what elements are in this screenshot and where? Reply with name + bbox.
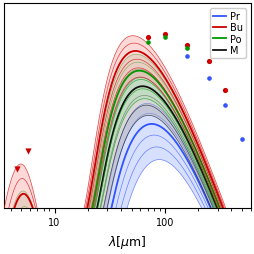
Pr — [153, 123, 156, 126]
Po — [153, 78, 156, 81]
Po — [137, 70, 140, 73]
Line: Bu: Bu — [4, 52, 251, 254]
M — [216, 210, 219, 213]
Pr — [146, 123, 149, 126]
Bu — [3, 252, 6, 254]
Point — [206, 76, 210, 81]
Point — [15, 167, 19, 171]
Point — [162, 36, 166, 40]
Po — [216, 203, 219, 206]
Bu — [134, 50, 137, 53]
Bu — [161, 73, 164, 76]
Bu — [216, 194, 219, 197]
Pr — [190, 169, 194, 172]
Po — [161, 87, 164, 90]
Po — [147, 73, 150, 76]
Point — [239, 138, 243, 142]
Line: M: M — [4, 87, 251, 254]
Point — [26, 150, 30, 154]
Pr — [216, 225, 219, 228]
M — [153, 91, 156, 94]
Po — [18, 229, 21, 232]
Line: Po: Po — [4, 71, 251, 254]
Point — [145, 40, 149, 44]
Point — [185, 55, 189, 59]
M — [140, 85, 144, 88]
Pr — [161, 127, 164, 130]
Point — [145, 36, 149, 40]
Bu — [190, 132, 194, 135]
Po — [190, 142, 194, 145]
M — [190, 150, 194, 153]
Point — [222, 88, 226, 92]
Point — [162, 33, 166, 37]
Point — [185, 44, 189, 48]
Line: Pr: Pr — [4, 124, 251, 254]
X-axis label: $\lambda$[$\mu$m]: $\lambda$[$\mu$m] — [108, 233, 146, 250]
Bu — [147, 56, 150, 59]
Point — [206, 60, 210, 64]
Bu — [18, 195, 21, 198]
Point — [222, 104, 226, 108]
Bu — [153, 63, 156, 66]
Pr — [150, 123, 153, 126]
M — [161, 98, 164, 101]
Legend: Pr, Bu, Po, M: Pr, Bu, Po, M — [209, 9, 245, 59]
M — [147, 87, 150, 90]
Point — [185, 47, 189, 51]
